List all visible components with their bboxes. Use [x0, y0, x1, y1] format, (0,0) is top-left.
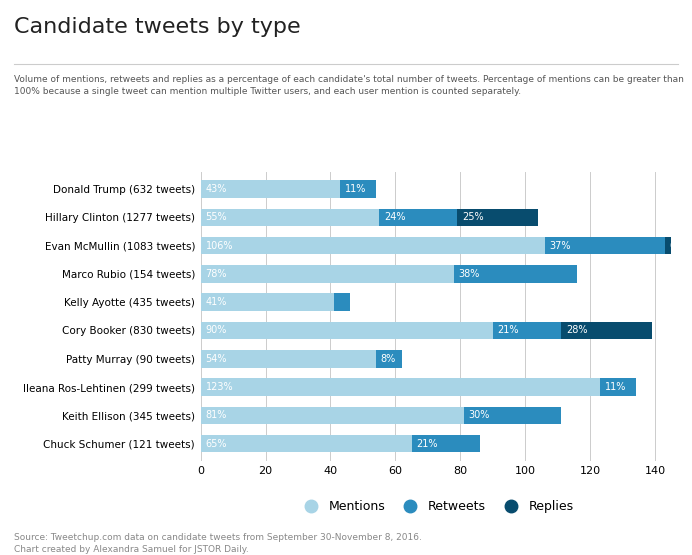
Text: 37%: 37% [549, 241, 571, 251]
Bar [457, 209, 538, 226]
Text: 38%: 38% [459, 269, 480, 279]
Text: 90%: 90% [206, 325, 227, 335]
Text: 21%: 21% [417, 438, 438, 448]
Bar [334, 294, 350, 311]
Text: 28%: 28% [566, 325, 588, 335]
Bar [379, 209, 457, 226]
Bar [201, 265, 454, 282]
Text: 123%: 123% [206, 382, 233, 392]
Bar [201, 237, 545, 254]
Text: Candidate tweets by type: Candidate tweets by type [14, 17, 300, 37]
Bar [201, 350, 376, 367]
Text: 30%: 30% [468, 410, 490, 420]
Bar [493, 322, 561, 339]
Legend: Mentions, Retweets, Replies: Mentions, Retweets, Replies [293, 495, 579, 518]
Text: 8%: 8% [381, 354, 396, 364]
Bar [201, 294, 334, 311]
Text: Source: Tweetchup.com data on candidate tweets from September 30-November 8, 201: Source: Tweetchup.com data on candidate … [14, 533, 421, 554]
Bar [201, 379, 600, 396]
Bar [665, 237, 684, 254]
Bar [464, 407, 561, 424]
Text: 21%: 21% [498, 325, 519, 335]
Text: 11%: 11% [345, 184, 367, 194]
Text: 41%: 41% [206, 297, 227, 307]
Bar [201, 435, 412, 452]
Bar [201, 322, 493, 339]
Bar [201, 180, 340, 198]
Bar [201, 407, 464, 424]
Text: 81%: 81% [206, 410, 227, 420]
Text: 6%: 6% [670, 241, 685, 251]
Text: 54%: 54% [206, 354, 227, 364]
Text: 65%: 65% [206, 438, 227, 448]
Bar [454, 265, 577, 282]
Text: 25%: 25% [462, 213, 484, 223]
Text: 24%: 24% [384, 213, 406, 223]
Text: 11%: 11% [605, 382, 626, 392]
Bar [376, 350, 402, 367]
Bar [545, 237, 665, 254]
Bar [201, 209, 379, 226]
Bar [340, 180, 376, 198]
Text: 78%: 78% [206, 269, 227, 279]
Bar [561, 322, 652, 339]
Text: Volume of mentions, retweets and replies as a percentage of each candidate's tot: Volume of mentions, retweets and replies… [14, 75, 684, 95]
Text: 106%: 106% [206, 241, 233, 251]
Bar [412, 435, 480, 452]
Text: 55%: 55% [206, 213, 227, 223]
Bar [600, 379, 635, 396]
Text: 43%: 43% [206, 184, 227, 194]
